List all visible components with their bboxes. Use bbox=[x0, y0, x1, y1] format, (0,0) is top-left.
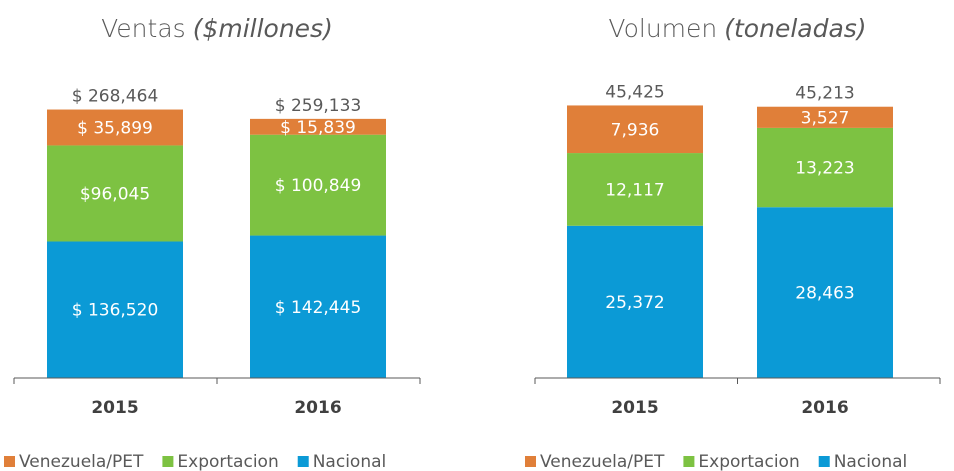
bar-segment bbox=[47, 145, 183, 242]
bar-segment bbox=[567, 105, 703, 154]
data-label: $ 35,899 bbox=[77, 118, 153, 138]
data-label: $96,045 bbox=[80, 184, 150, 204]
chart-title: Volumen (toneladas) bbox=[608, 14, 866, 43]
legend-swatch bbox=[297, 456, 309, 467]
data-label: 7,936 bbox=[611, 120, 660, 140]
legend-label: Exportacion bbox=[698, 452, 799, 471]
chart-title: Ventas ($millones) bbox=[101, 14, 333, 43]
legend-swatch bbox=[4, 456, 15, 467]
total-label: 45,425 bbox=[605, 82, 664, 102]
legend-label: Nacional bbox=[313, 452, 387, 471]
legend-swatch bbox=[525, 456, 536, 467]
title-unit: ($millones) bbox=[193, 14, 333, 43]
data-label: 3,527 bbox=[801, 108, 850, 128]
legend-label: Venezuela/PET bbox=[19, 452, 144, 471]
x-tick-label: 2016 bbox=[294, 398, 341, 418]
bar-segment bbox=[250, 134, 386, 236]
bar-segment bbox=[567, 225, 703, 378]
data-label: 25,372 bbox=[605, 293, 664, 313]
legend-swatch bbox=[683, 456, 695, 467]
data-label: 12,117 bbox=[605, 180, 664, 200]
legend-label: Venezuela/PET bbox=[540, 452, 665, 471]
x-tick-label: 2015 bbox=[91, 398, 138, 418]
bar-segment bbox=[250, 118, 386, 135]
total-label: 45,213 bbox=[795, 84, 854, 104]
bar-segment bbox=[250, 235, 386, 378]
bar-segment bbox=[47, 241, 183, 378]
data-label: 28,463 bbox=[795, 284, 854, 304]
bar-segment bbox=[567, 153, 703, 226]
legend-label: Nacional bbox=[834, 452, 908, 471]
bar-segment bbox=[47, 109, 183, 146]
data-label: $ 100,849 bbox=[275, 176, 362, 196]
bar-segment bbox=[757, 127, 893, 208]
total-label: $ 268,464 bbox=[72, 87, 159, 107]
x-tick-label: 2016 bbox=[801, 398, 848, 418]
title-main: Ventas bbox=[101, 14, 186, 43]
x-tick-label: 2015 bbox=[611, 398, 658, 418]
bar-segment bbox=[757, 106, 893, 128]
bar-segment bbox=[757, 207, 893, 378]
title-unit: (toneladas) bbox=[724, 14, 866, 43]
legend-swatch bbox=[818, 456, 830, 467]
data-label: $ 15,839 bbox=[280, 118, 356, 138]
total-label: $ 259,133 bbox=[275, 96, 362, 116]
chart: Ventas ($millones) $ 136,520 $96,045 $ 35,89… bbox=[4, 14, 421, 471]
data-label: 13,223 bbox=[795, 159, 854, 179]
legend-swatch bbox=[162, 456, 174, 467]
data-label: $ 142,445 bbox=[275, 298, 362, 318]
data-label: $ 136,520 bbox=[72, 301, 159, 321]
legend-label: Exportacion bbox=[177, 452, 278, 471]
chart: Volumen (toneladas) 25,372 12,117 7,936 45,42… bbox=[525, 14, 941, 471]
title-main: Volumen bbox=[608, 14, 717, 43]
